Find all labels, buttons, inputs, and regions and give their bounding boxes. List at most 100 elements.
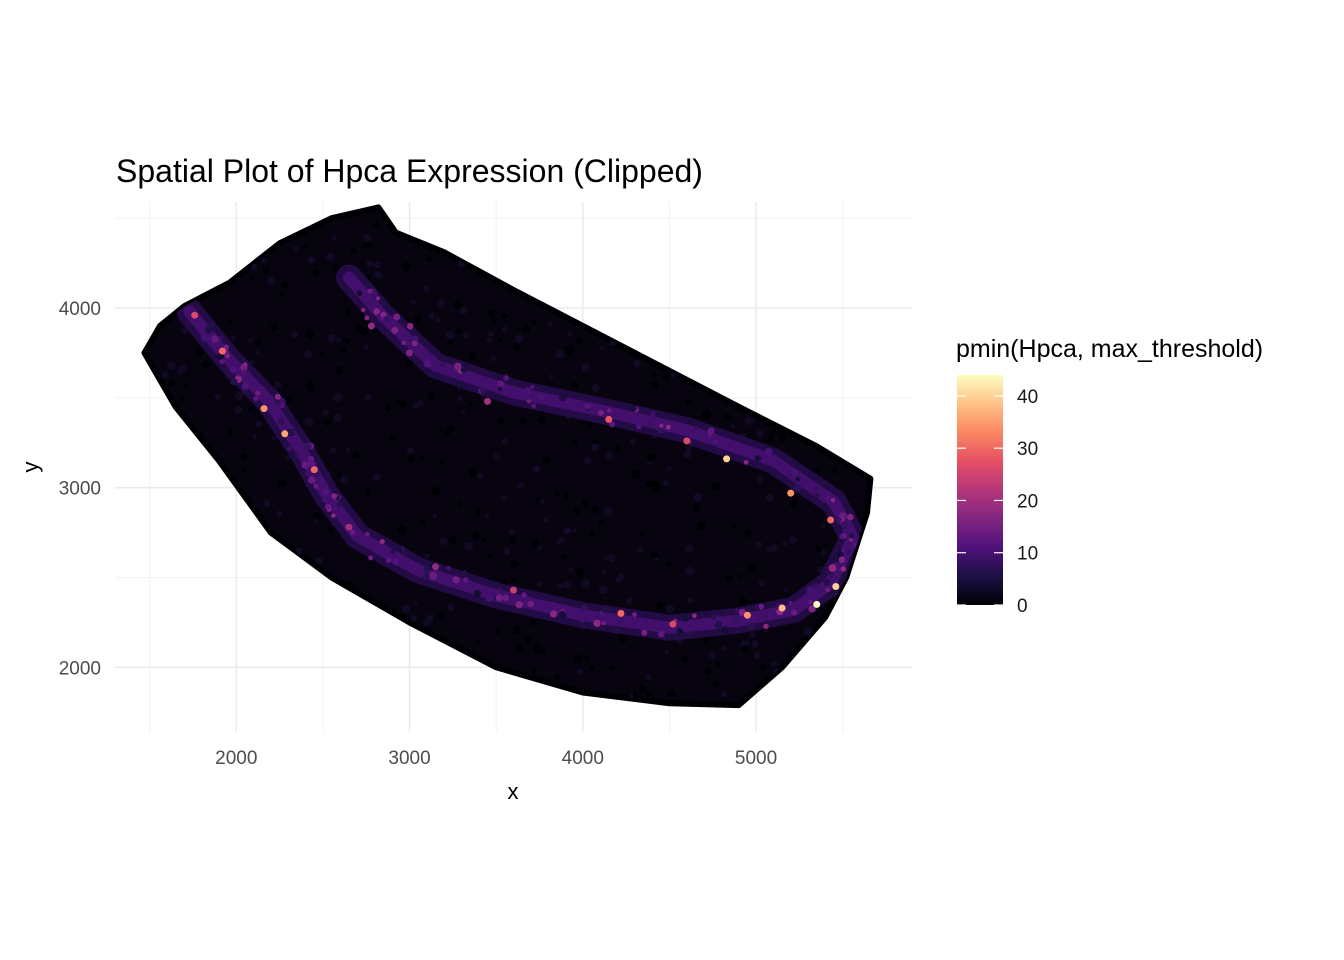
x-axis-ticks: 2000 3000 4000 5000 <box>215 748 777 769</box>
cell-point <box>580 421 585 426</box>
cell-point <box>354 324 363 334</box>
cell-point <box>862 353 871 363</box>
cell-point <box>743 529 752 538</box>
cell-point <box>426 255 432 262</box>
cell-point <box>422 658 428 664</box>
cell-point <box>873 324 880 331</box>
cell-point <box>715 660 722 667</box>
cell-point <box>889 462 898 471</box>
cell-point <box>831 261 837 267</box>
cell-point <box>825 587 830 593</box>
cell-point <box>399 400 407 408</box>
cell-point <box>523 635 532 644</box>
cell-point <box>767 353 775 361</box>
cell-point <box>666 466 672 472</box>
cell-point <box>220 253 226 259</box>
cell-point <box>538 416 546 423</box>
cell-point <box>255 420 262 428</box>
cell-point <box>823 578 831 586</box>
cell-point <box>890 216 896 222</box>
cell-point <box>856 564 864 571</box>
cell-point <box>485 513 490 518</box>
cell-point <box>613 628 619 634</box>
cell-point <box>733 298 738 304</box>
cell-point <box>604 556 609 561</box>
cell-point <box>821 523 826 529</box>
cell-point <box>738 574 743 579</box>
cell-point <box>711 614 717 621</box>
cell-point <box>473 532 481 540</box>
cell-point <box>723 413 732 422</box>
cell-point <box>575 338 583 346</box>
cell-point <box>748 371 757 379</box>
cell-point <box>509 536 516 543</box>
cell-point <box>646 675 652 681</box>
cell-point <box>331 235 337 241</box>
cell-point <box>114 555 121 562</box>
cell-point <box>461 410 466 415</box>
cell-point <box>580 618 584 623</box>
cell-point <box>133 646 139 652</box>
cell-point <box>219 555 228 564</box>
cell-point <box>734 608 740 614</box>
cell-point <box>604 507 613 516</box>
cell-point <box>243 720 249 726</box>
cell-point <box>350 529 356 536</box>
cell-point <box>217 245 225 253</box>
cell-point <box>154 694 162 702</box>
cell-point <box>385 557 392 563</box>
cell-point <box>638 685 646 693</box>
cell-point <box>363 344 369 350</box>
cell-point <box>458 502 463 506</box>
cell-point <box>611 709 616 714</box>
cell-point <box>391 326 399 334</box>
cell-point <box>783 588 789 593</box>
cell-point <box>747 399 757 409</box>
cell-point <box>823 369 830 377</box>
cell-point <box>501 438 509 445</box>
cell-point <box>290 330 298 338</box>
cell-point <box>845 540 851 545</box>
cell-point <box>410 674 419 683</box>
cell-point <box>234 406 243 414</box>
cell-point <box>848 533 855 539</box>
cell-point <box>325 503 332 510</box>
cell-point <box>201 465 209 473</box>
cell-point <box>447 603 455 611</box>
cell-point <box>846 549 852 554</box>
cell-point <box>828 268 834 275</box>
colorbar-tick-label: 10 <box>1017 544 1038 565</box>
cell-point <box>881 477 889 485</box>
cell-point <box>664 649 670 654</box>
cell-point <box>854 701 860 706</box>
cell-point <box>531 669 537 675</box>
cell-point <box>853 353 863 363</box>
cell-point <box>114 231 122 239</box>
cell-point <box>287 397 293 403</box>
cell-point <box>491 318 497 324</box>
cell-point <box>168 271 174 278</box>
cell-point <box>708 651 716 659</box>
cell-point <box>327 526 334 533</box>
cell-point <box>598 519 605 526</box>
cell-point <box>761 614 768 622</box>
cell-point <box>186 594 191 600</box>
cell-point <box>892 407 897 412</box>
cell-point <box>573 654 583 664</box>
cell-point <box>665 424 671 430</box>
cell-point <box>855 375 860 381</box>
cell-point <box>758 603 764 610</box>
cell-point <box>260 692 267 700</box>
cell-point <box>721 626 730 634</box>
cell-point <box>820 549 827 556</box>
cell-point <box>644 255 650 261</box>
cell-point <box>588 530 596 538</box>
cell-point <box>485 249 491 254</box>
cell-point <box>354 618 364 627</box>
cell-point <box>247 564 256 573</box>
cell-point <box>780 345 786 350</box>
cell-point <box>136 464 142 470</box>
cell-point <box>538 215 546 223</box>
cell-point <box>719 725 727 733</box>
cell-point <box>657 255 663 261</box>
